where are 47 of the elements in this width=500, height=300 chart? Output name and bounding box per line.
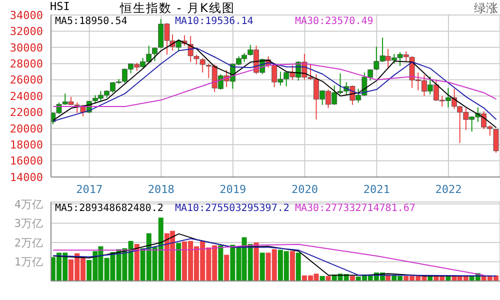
line-series [52, 40, 497, 128]
line-series [52, 244, 485, 276]
text: MA10:19536.14 [175, 16, 254, 27]
bar [176, 243, 182, 281]
y-tick-label: 2万亿 [14, 236, 43, 250]
y-tick-label: 20000 [10, 122, 43, 136]
y-tick-label: 3万亿 [14, 217, 43, 230]
x-tick-label: 2021 [363, 182, 390, 196]
y-tick-label: 26000 [10, 74, 43, 87]
x-tick-label: 2019 [220, 182, 246, 196]
text: MA30:277332714781.67 [295, 203, 416, 214]
bar [224, 254, 230, 281]
candlestick [194, 54, 200, 65]
text: MA30:23570.49 [295, 16, 374, 27]
bar [326, 276, 331, 281]
bar [320, 276, 325, 281]
y-tick-label: 1万亿 [14, 256, 43, 269]
chart-subtitle: HSI [50, 0, 70, 13]
bar [290, 251, 295, 281]
text: MA10:275503295397.2 [175, 203, 290, 214]
bar [260, 252, 265, 281]
x-tick-label: 2018 [148, 182, 174, 196]
text: MA5:289348682480.2 [55, 203, 164, 214]
y-tick-label: 34000 [10, 8, 43, 22]
y-tick-label: 22000 [10, 106, 43, 120]
y-tick-label: 16000 [10, 154, 43, 168]
candlestick [200, 57, 206, 74]
bar [350, 276, 355, 281]
candlestick [493, 128, 499, 154]
y-tick-label: 4万亿 [14, 198, 43, 211]
x-tick-label: 2022 [435, 182, 462, 196]
annotation: 绿涨 [474, 0, 498, 17]
bar [134, 244, 140, 281]
bar [296, 252, 301, 281]
text: MA5:18950.54 [55, 16, 128, 27]
bar [218, 245, 224, 281]
y-tick-label: 24000 [10, 90, 43, 103]
y-tick-label: 30000 [10, 41, 43, 54]
y-tick-label: 14000 [10, 170, 43, 184]
chart-title: 恒生指数 - 月K线图 [120, 0, 235, 16]
bar [254, 242, 259, 281]
y-tick-label: 28000 [10, 58, 43, 71]
y-tick-label: 18000 [10, 138, 43, 152]
x-tick-label: 2017 [76, 182, 103, 196]
line-series [52, 48, 497, 122]
y-tick-label: 32000 [10, 25, 43, 38]
x-tick-label: 2020 [291, 182, 318, 196]
